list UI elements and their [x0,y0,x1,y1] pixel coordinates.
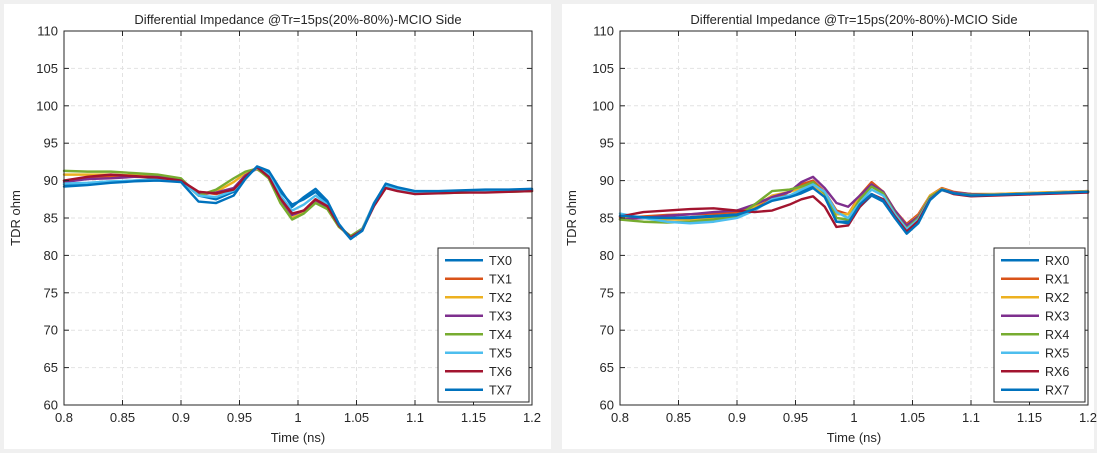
legend-box [993,247,1086,403]
x-tick-label: 1.05 [344,410,369,425]
legend-label-tx4: TX4 [489,328,512,342]
y-tick-label: 110 [37,24,58,39]
legend-label-rx3: RX3 [1045,309,1069,323]
y-tick-label: 85 [44,211,58,226]
chart-1: 0.8 0.85 0.9 0.95 1 1.05 1.1 1.15 1.2 60 65 70 75 80 8… [4,4,551,449]
x-axis-label: Time (ns) [271,430,325,445]
y-tick-label: 75 [600,285,614,300]
chart-title: Differential Impedance @Tr=15ps(20%-80%)… [690,12,1017,27]
legend-label-rx6: RX6 [1045,365,1069,379]
x-axis-label: Time (ns) [827,430,881,445]
y-tick-label: 90 [600,173,614,188]
legend-label-tx0: TX0 [489,254,512,268]
legend-label-rx2: RX2 [1045,291,1069,305]
y-tick-label: 80 [600,248,614,263]
y-tick-label: 65 [600,360,614,375]
x-tick-label: 1.15 [461,410,486,425]
x-tick-label: 1.1 [406,410,424,425]
y-tick-label: 60 [600,398,614,413]
y-tick-label: 80 [44,248,58,263]
y-axis-label: TDR ohm [8,190,23,246]
x-tick-label: 0.95 [227,410,252,425]
x-tick-label: 0.85 [666,410,691,425]
y-tick-label: 95 [44,136,58,151]
y-tick-label: 70 [44,323,58,338]
y-axis-label: TDR ohm [564,190,579,246]
legend-label-tx5: TX5 [489,346,512,360]
y-tick-label: 70 [600,323,614,338]
series-line-rx7 [618,186,1090,235]
series-line-tx6 [62,165,534,239]
legend-label-rx5: RX5 [1045,346,1069,360]
legend: TX0 TX1 TX2 TX3 TX4 TX5 TX6 TX7 [437,247,530,403]
series-line-tx7 [62,165,534,241]
legend-label-tx3: TX3 [489,309,512,323]
x-tick-label: 1.05 [900,410,925,425]
x-tick-label: 0.9 [172,410,190,425]
legend-label-tx1: TX1 [489,272,512,286]
legend-label-rx7: RX7 [1045,383,1069,397]
x-tick-label: 1 [294,410,301,425]
y-tick-label: 110 [593,24,614,39]
y-tick-label: 100 [36,98,58,113]
y-tick-label: 90 [44,173,58,188]
legend-label-rx1: RX1 [1045,272,1069,286]
legend-label-tx2: TX2 [489,291,512,305]
y-tick-label: 105 [592,61,614,76]
y-tick-label: 85 [600,211,614,226]
chart-2: 0.8 0.85 0.9 0.95 1 1.05 1.1 1.15 1.2 60 65 70 75 80 8… [562,4,1097,449]
x-tick-label: 0.95 [783,410,808,425]
y-tick-label: 105 [36,61,58,76]
x-tick-label: 1.15 [1017,410,1042,425]
y-tick-label: 75 [44,285,58,300]
x-tick-label: 0.8 [55,410,73,425]
legend-label-rx4: RX4 [1045,328,1069,342]
legend-label-tx6: TX6 [489,365,512,379]
x-tick-label: 1.2 [1079,410,1097,425]
x-tick-label: 0.85 [110,410,135,425]
legend-label-rx0: RX0 [1045,254,1069,268]
legend-box [437,247,530,403]
legend-label-tx7: TX7 [489,383,512,397]
x-tick-label: 1 [850,410,857,425]
y-tick-label: 95 [600,136,614,151]
y-tick-label: 65 [44,360,58,375]
y-tick-label: 100 [592,98,614,113]
x-tick-label: 1.2 [523,410,541,425]
chart-title: Differential Impedance @Tr=15ps(20%-80%)… [134,12,461,27]
legend: RX0 RX1 RX2 RX3 RX4 RX5 RX6 RX7 [993,247,1086,403]
x-tick-label: 1.1 [962,410,980,425]
x-tick-label: 0.8 [611,410,629,425]
y-tick-label: 60 [44,398,58,413]
x-tick-label: 0.9 [728,410,746,425]
